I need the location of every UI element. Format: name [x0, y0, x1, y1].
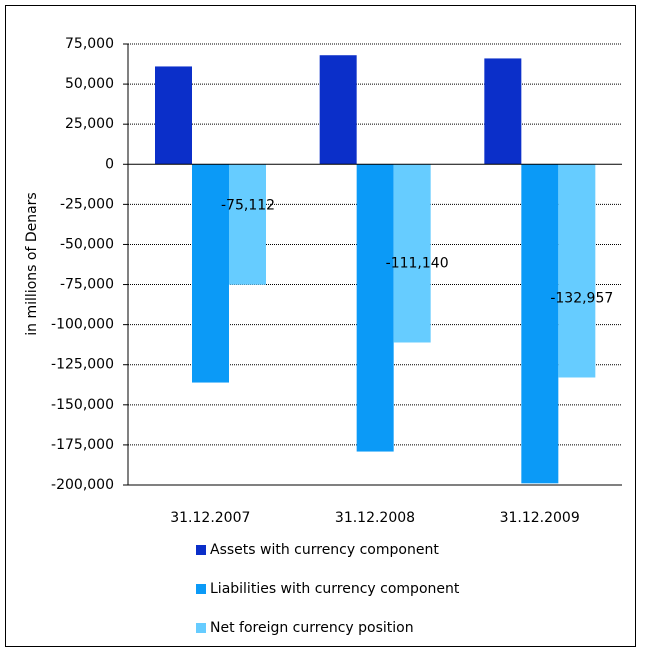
bar — [393, 164, 431, 343]
y-tick-label: 50,000 — [65, 76, 114, 92]
y-tick-label: -125,000 — [51, 357, 114, 373]
y-tick-label: -50,000 — [60, 236, 114, 252]
data-labels: -75,112 -111,140 -132,957 — [221, 198, 613, 307]
bar — [319, 55, 357, 165]
legend-swatch — [196, 584, 206, 594]
x-tick-labels: 31.12.2007 31.12.2008 31.12.2009 — [170, 510, 580, 526]
y-tick-label: 75,000 — [65, 36, 114, 52]
legend-label: Assets with currency component — [210, 542, 439, 558]
y-tick-labels: 75,000 50,000 25,000 0 -25,000 -50,000 -75,000… — [51, 36, 114, 493]
y-tick-label: -150,000 — [51, 397, 114, 413]
legend-label: Net foreign currency position — [210, 620, 414, 636]
bar — [484, 58, 522, 165]
y-tick-label: -175,000 — [51, 437, 114, 453]
y-tick-label: -25,000 — [60, 196, 114, 212]
bar — [356, 164, 394, 452]
y-axis-title: in millions of Denars — [24, 192, 40, 335]
y-tick-label: -200,000 — [51, 477, 114, 493]
legend-label: Liabilities with currency component — [210, 581, 460, 597]
data-label: -111,140 — [386, 256, 449, 272]
y-tick-label: 25,000 — [65, 116, 114, 132]
legend-swatch — [196, 623, 206, 633]
x-tick-label: 31.12.2009 — [500, 510, 580, 526]
y-tick-label: -75,000 — [60, 277, 114, 293]
bar — [192, 164, 229, 383]
y-tick-label: -100,000 — [51, 317, 114, 333]
x-tick-label: 31.12.2007 — [170, 510, 250, 526]
bar — [558, 164, 596, 378]
legend: Assets with currency component Liabilitie… — [196, 542, 460, 636]
y-tick-label: 0 — [105, 156, 114, 172]
axes — [123, 43, 622, 486]
bar — [521, 164, 559, 484]
data-label: -132,957 — [550, 290, 613, 306]
bar — [229, 164, 266, 285]
data-label: -75,112 — [221, 198, 275, 214]
bars — [155, 55, 596, 484]
x-tick-label: 31.12.2008 — [335, 510, 415, 526]
bar — [155, 66, 192, 165]
legend-swatch — [196, 545, 206, 555]
